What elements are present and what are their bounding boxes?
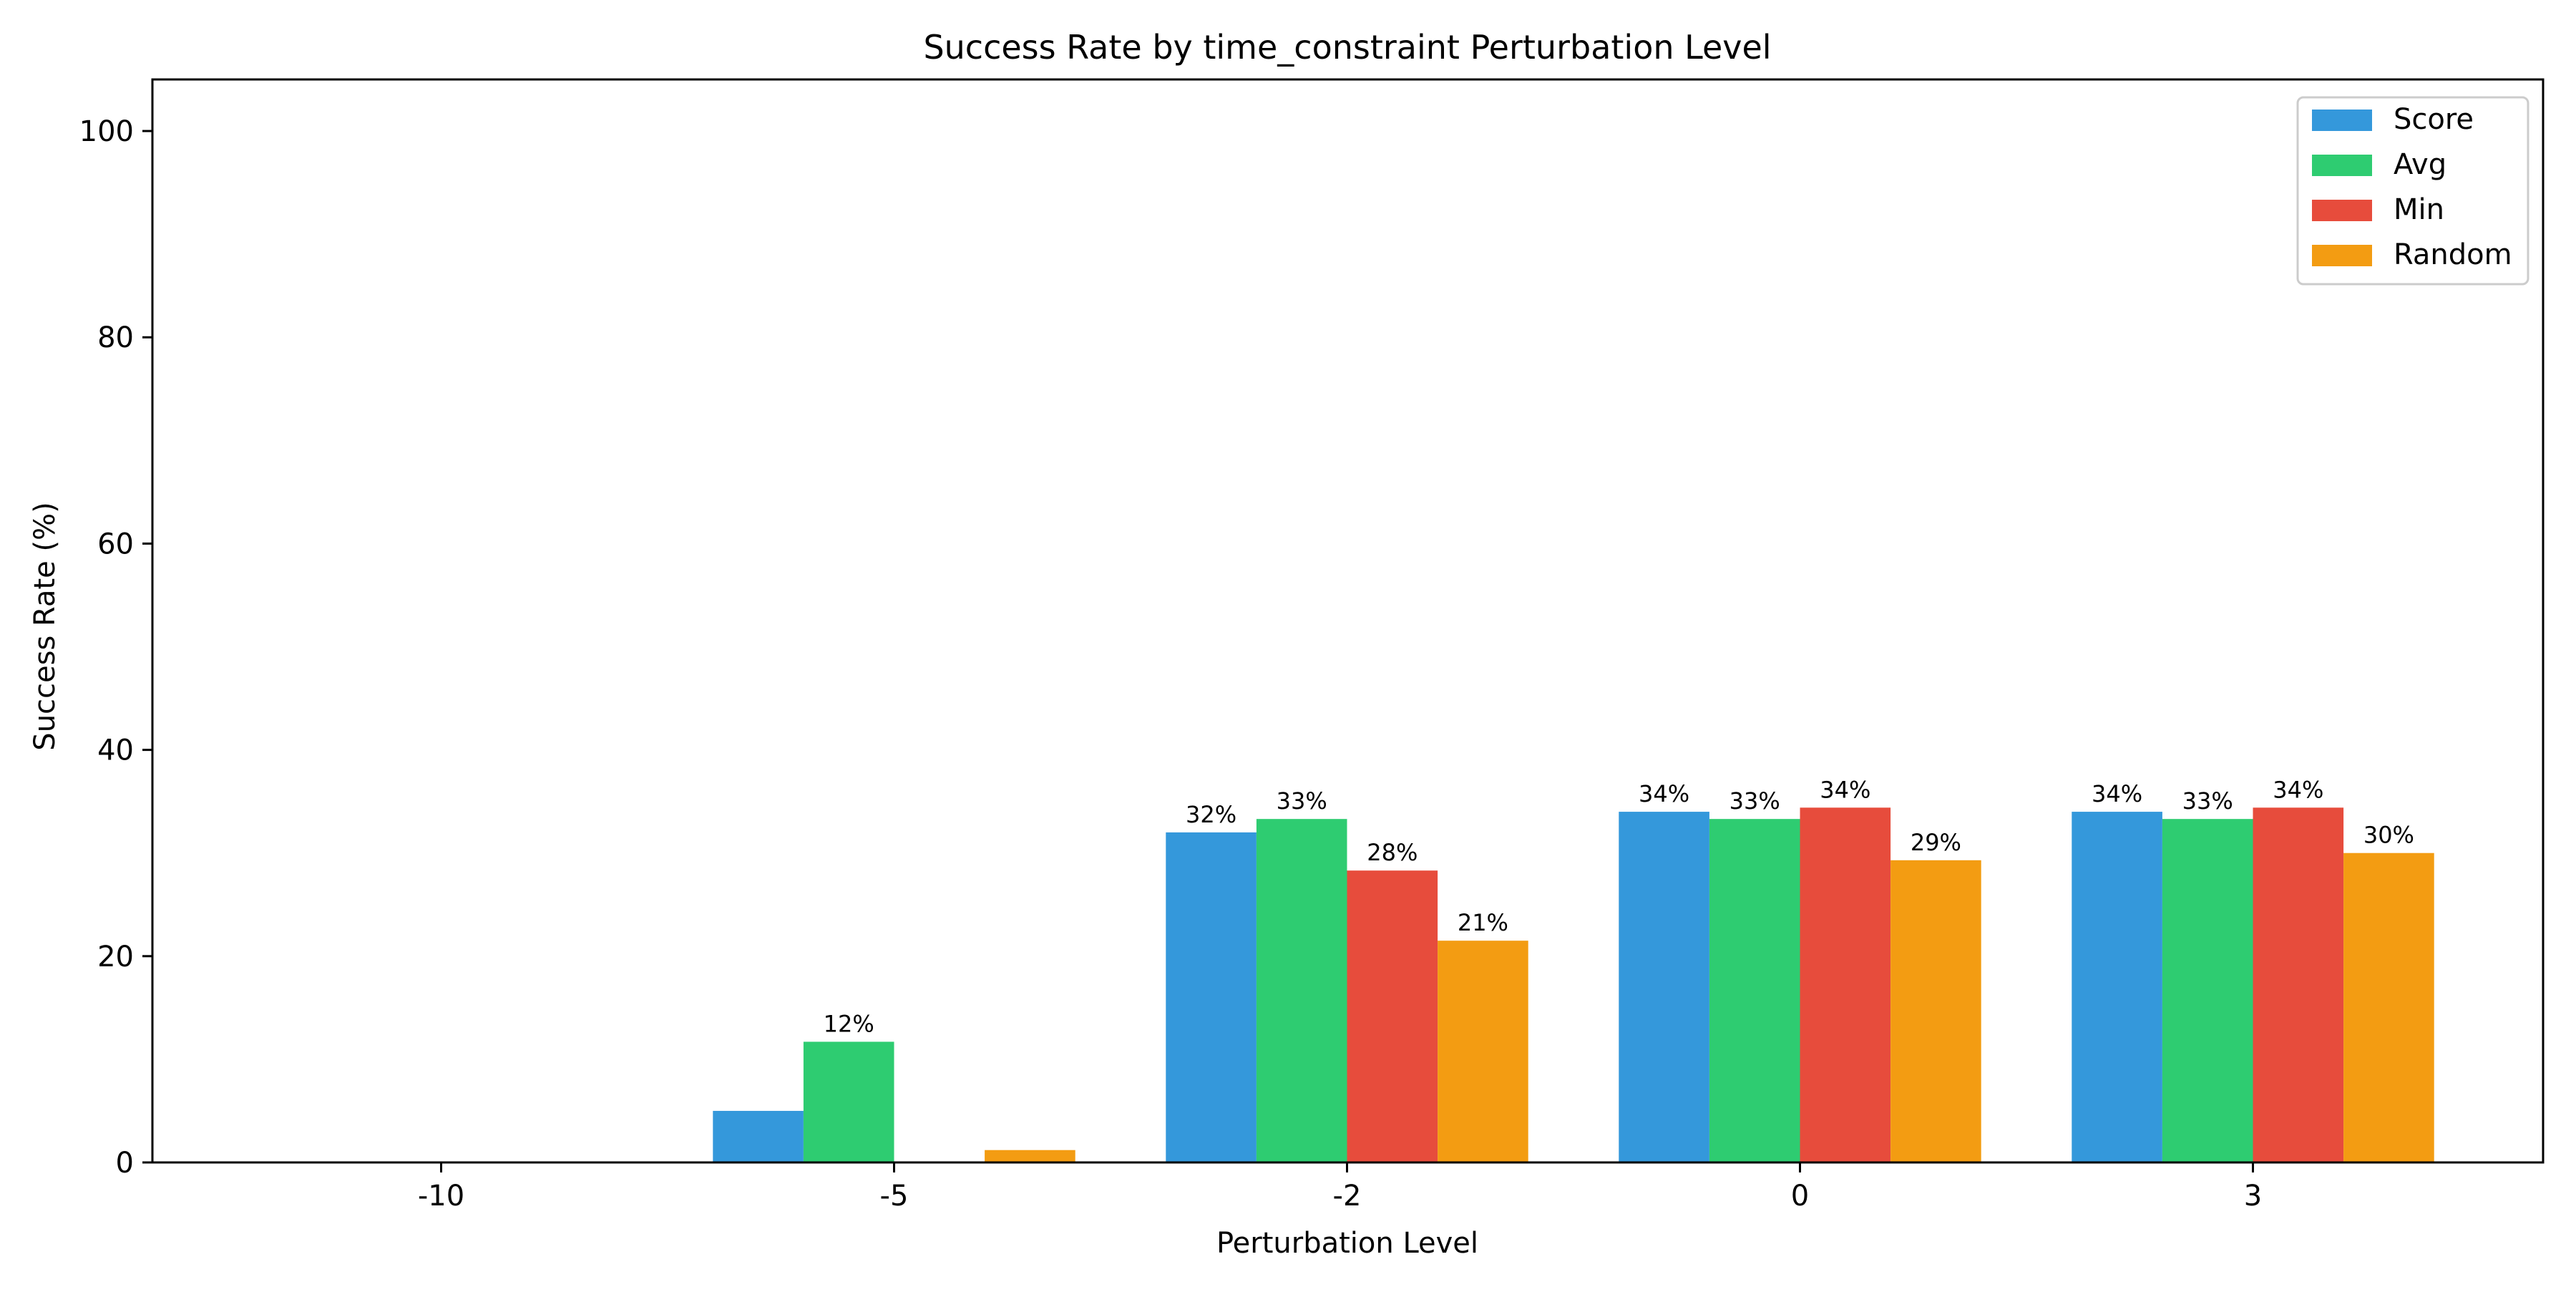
data-label: 12%	[824, 1010, 874, 1037]
bar-min--2	[1347, 870, 1438, 1162]
data-label: 34%	[1820, 776, 1870, 803]
bar-score-3	[2072, 812, 2162, 1162]
bar-min-3	[2253, 807, 2344, 1162]
bar-min-0	[1800, 807, 1891, 1162]
legend-label-min: Min	[2394, 193, 2444, 226]
legend: Score Avg Min Random	[2296, 96, 2529, 286]
y-tick-label: 100	[79, 115, 134, 148]
data-label: 33%	[1277, 787, 1327, 815]
legend-swatch-score	[2312, 110, 2372, 131]
x-tick-label: -5	[880, 1180, 909, 1213]
legend-swatch-min	[2312, 200, 2372, 221]
y-axis-label: Success Rate (%)	[29, 502, 62, 750]
data-label: 34%	[1639, 780, 1689, 807]
x-tick-label: -2	[1333, 1180, 1362, 1213]
legend-label-avg: Avg	[2394, 148, 2446, 181]
x-tick-label: 3	[2244, 1180, 2262, 1213]
legend-swatch-avg	[2312, 155, 2372, 176]
data-label: 21%	[1458, 909, 1508, 936]
y-tick-label: 60	[97, 528, 134, 560]
legend-box	[2296, 96, 2529, 286]
bar-avg--5	[803, 1041, 894, 1162]
x-tick-label: -10	[418, 1180, 464, 1213]
y-tick-label: 80	[97, 321, 134, 354]
bar-random--2	[1438, 941, 1528, 1162]
bar-score--2	[1166, 832, 1257, 1162]
data-label: 32%	[1186, 801, 1236, 828]
x-tick-label: 0	[1791, 1180, 1809, 1213]
y-tick-label: 0	[116, 1147, 134, 1180]
bar-avg--2	[1256, 819, 1347, 1162]
bar-avg-3	[2162, 819, 2253, 1162]
data-label: 34%	[2273, 776, 2323, 803]
bar-random-0	[1890, 860, 1981, 1162]
legend-swatch-random	[2312, 245, 2372, 266]
legend-label-random: Random	[2394, 238, 2512, 271]
data-label: 34%	[2092, 780, 2142, 807]
y-tick-label: 40	[97, 734, 134, 767]
data-label: 33%	[1729, 787, 1780, 815]
bar-score--5	[713, 1110, 804, 1162]
x-axis-label: Perturbation Level	[1216, 1227, 1478, 1260]
data-label: 28%	[1367, 839, 1418, 866]
y-tick-label: 20	[97, 941, 134, 973]
plot-area: 32% 34% 34% 12% 33% 33% 33% 28% 34% 34% 21% 29% 30% 0…	[79, 78, 2545, 1213]
data-label: 33%	[2182, 787, 2233, 815]
chart-title: Success Rate by time_constraint Perturba…	[923, 28, 1771, 67]
data-label: 29%	[1911, 829, 1961, 856]
bar-avg-0	[1709, 819, 1800, 1162]
legend-label-score: Score	[2394, 103, 2474, 136]
bar-random-3	[2343, 853, 2434, 1162]
bar-score-0	[1619, 812, 1709, 1162]
bar-random--5	[985, 1150, 1075, 1162]
data-label: 30%	[2363, 822, 2414, 849]
